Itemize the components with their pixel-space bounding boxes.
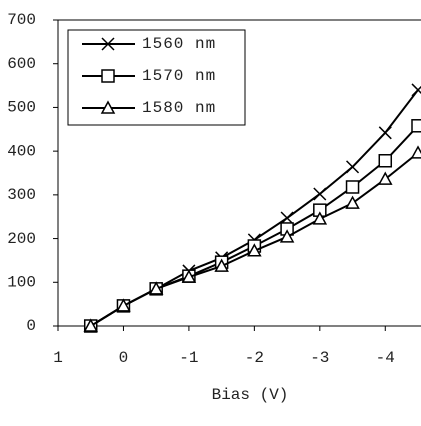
legend-label: 1580 nm bbox=[142, 99, 216, 117]
marker bbox=[411, 83, 421, 97]
y-tick-label: 0 bbox=[26, 317, 36, 335]
x-tick-label: 1 bbox=[53, 349, 63, 367]
marker bbox=[346, 160, 360, 174]
y-tick-label: 200 bbox=[7, 230, 36, 248]
y-tick-label: 300 bbox=[7, 186, 36, 204]
marker bbox=[345, 180, 360, 194]
marker bbox=[148, 281, 164, 295]
marker bbox=[411, 119, 421, 133]
marker bbox=[101, 37, 115, 51]
legend-label: 1560 nm bbox=[142, 35, 216, 53]
marker bbox=[313, 187, 327, 201]
marker bbox=[280, 211, 294, 225]
y-tick-label: 500 bbox=[7, 99, 36, 117]
series-line bbox=[90, 125, 419, 327]
legend-label: 1570 nm bbox=[142, 67, 216, 85]
marker bbox=[378, 126, 392, 140]
marker bbox=[410, 145, 421, 159]
marker bbox=[247, 243, 262, 257]
legend-box bbox=[67, 29, 246, 126]
legend: 1560 nm 1570 nm 1580 nm bbox=[67, 29, 246, 126]
x-tick-label: -1 bbox=[179, 349, 198, 367]
x-tick-label: -4 bbox=[376, 349, 395, 367]
marker bbox=[181, 269, 197, 283]
marker bbox=[312, 211, 328, 225]
marker bbox=[116, 298, 131, 312]
marker bbox=[279, 229, 295, 243]
y-tick-label: 400 bbox=[7, 142, 36, 160]
marker bbox=[214, 258, 229, 272]
y-tick-label: 600 bbox=[7, 55, 36, 73]
x-axis-label: Bias (V) bbox=[212, 386, 289, 404]
marker bbox=[378, 154, 393, 168]
marker bbox=[345, 195, 360, 209]
x-tick-label: -2 bbox=[245, 349, 264, 367]
marker bbox=[83, 318, 98, 332]
marker bbox=[378, 171, 393, 185]
x-tick-label: 0 bbox=[119, 349, 129, 367]
y-tick-label: 100 bbox=[7, 274, 36, 292]
marker bbox=[100, 100, 116, 114]
x-tick-label: -3 bbox=[310, 349, 329, 367]
y-tick-label: 700 bbox=[7, 11, 36, 29]
marker bbox=[101, 69, 115, 83]
